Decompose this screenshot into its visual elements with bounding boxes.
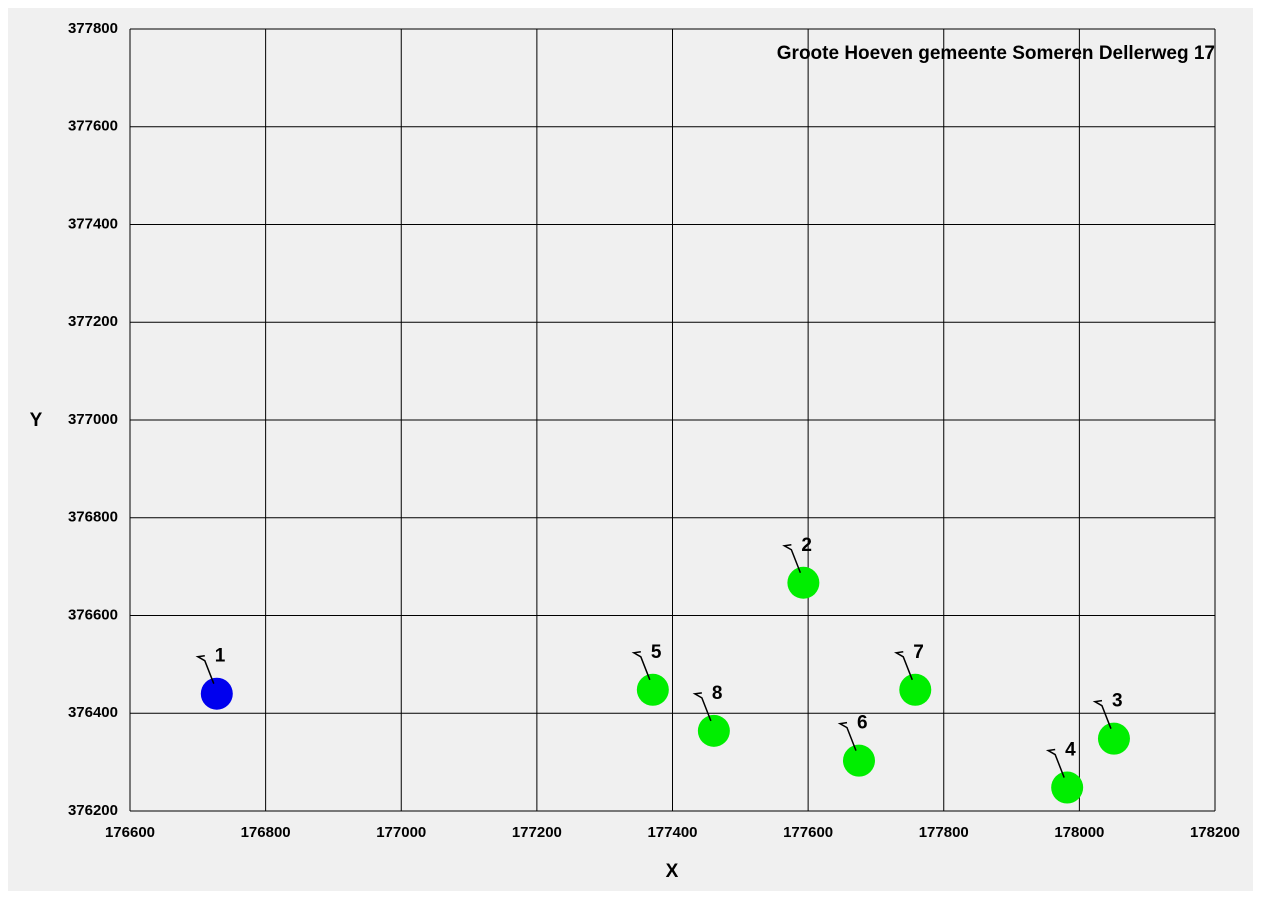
y-tick-label: 377400: [68, 215, 118, 232]
x-tick-label: 176600: [105, 824, 155, 841]
point-label: 4: [1065, 740, 1076, 761]
leader-line: [1045, 748, 1065, 778]
x-axis-label: X: [666, 861, 679, 882]
chart-background: [8, 8, 1253, 891]
point: [200, 677, 233, 710]
point: [697, 714, 730, 747]
leader-line: [782, 544, 802, 574]
x-tick-label: 177200: [512, 824, 562, 841]
point: [636, 673, 669, 706]
point-label: 8: [712, 683, 723, 704]
x-tick-label: 177000: [376, 824, 426, 841]
point-label: 1: [215, 646, 226, 667]
point-label: 5: [651, 642, 662, 663]
leader-line: [631, 651, 651, 681]
x-tick-label: 177800: [919, 824, 969, 841]
leader-line: [893, 651, 913, 681]
x-tick-label: 178000: [1054, 824, 1104, 841]
leader-line: [837, 721, 857, 751]
point-label: 7: [913, 642, 924, 663]
point-label: 6: [857, 713, 868, 734]
point: [899, 673, 932, 706]
x-tick-label: 177600: [783, 824, 833, 841]
point: [787, 566, 820, 599]
y-tick-label: 377200: [68, 313, 118, 330]
y-tick-label: 377600: [68, 118, 118, 135]
y-tick-label: 377000: [68, 411, 118, 428]
leader-line: [692, 692, 712, 722]
y-tick-label: 376200: [68, 802, 118, 819]
x-tick-label: 178200: [1190, 824, 1240, 841]
point: [1097, 722, 1130, 755]
point-label: 3: [1112, 691, 1123, 712]
y-tick-label: 377800: [68, 20, 118, 37]
point-label: 2: [801, 535, 812, 556]
leader-line: [1092, 699, 1112, 729]
leader-line: [195, 654, 215, 684]
chart-title: Groote Hoeven gemeente Someren Dellerweg…: [777, 43, 1215, 64]
y-axis-label: Y: [30, 410, 43, 431]
y-tick-label: 376600: [68, 606, 118, 623]
y-tick-label: 376800: [68, 509, 118, 526]
point: [842, 744, 875, 777]
x-tick-label: 177400: [647, 824, 697, 841]
point: [1051, 771, 1084, 804]
y-tick-label: 376400: [68, 704, 118, 721]
x-tick-label: 176800: [241, 824, 291, 841]
